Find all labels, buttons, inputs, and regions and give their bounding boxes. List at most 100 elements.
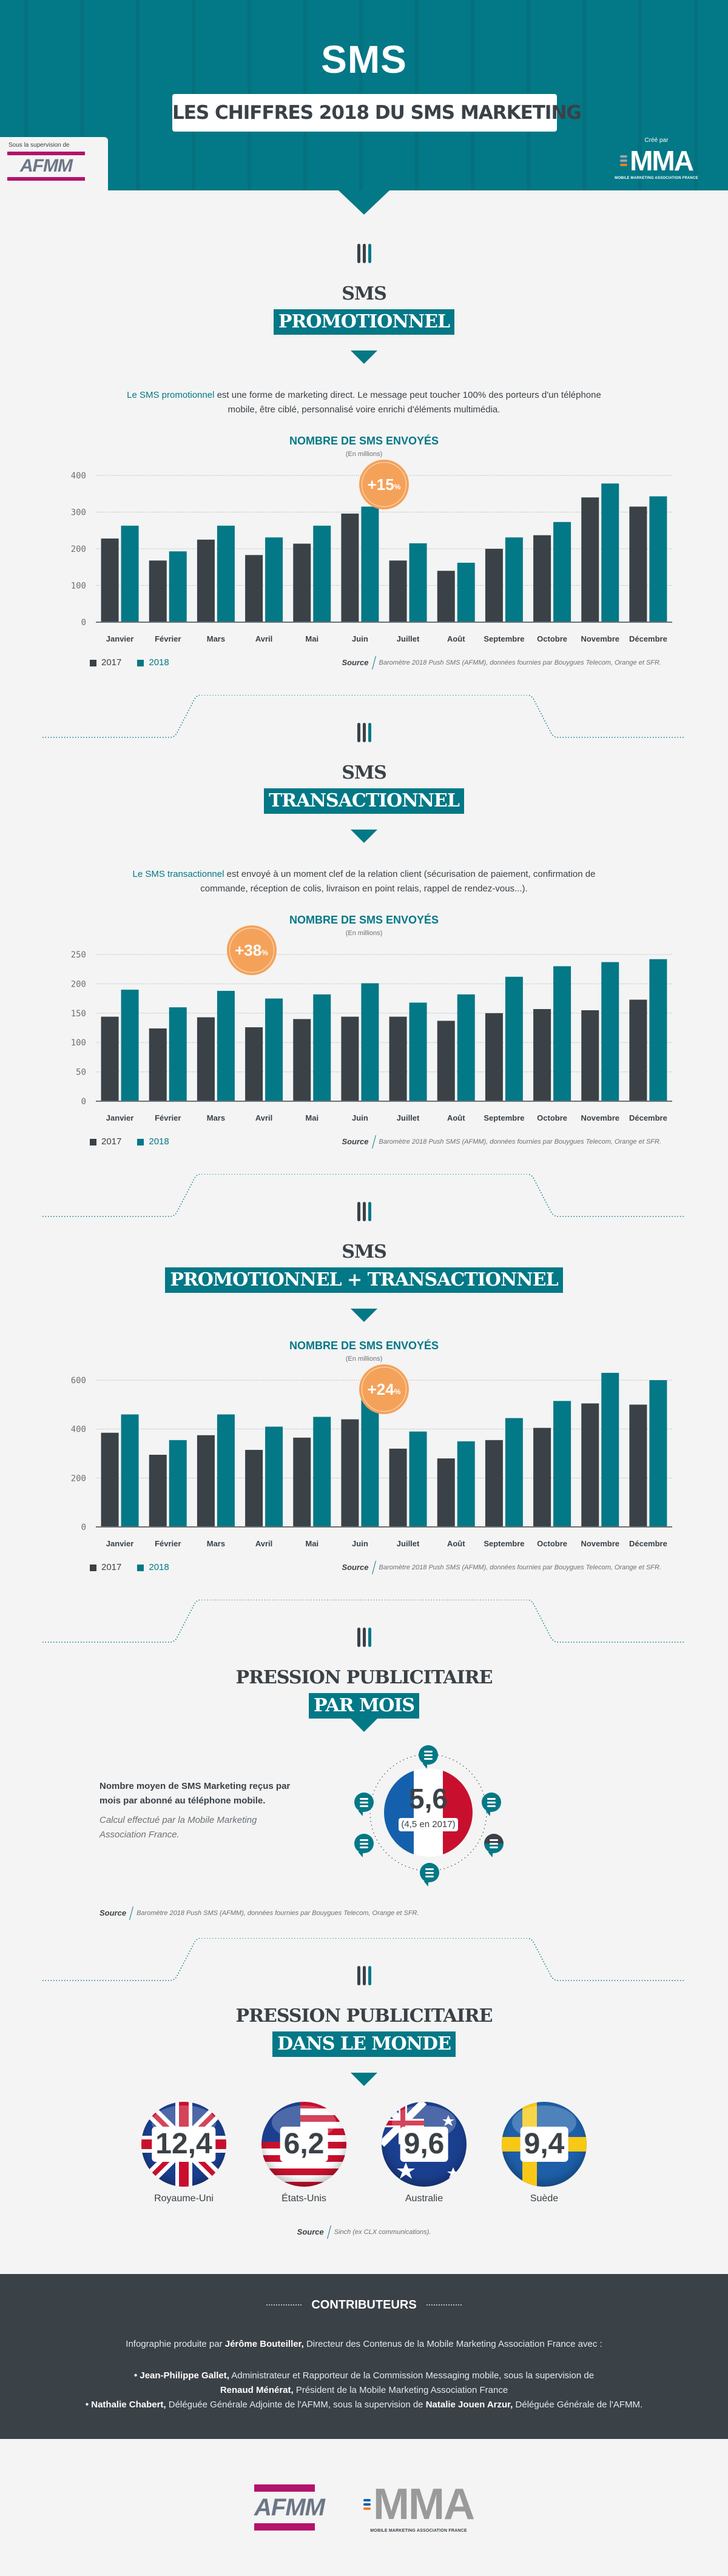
x-tick-label: Juin — [352, 1539, 368, 1548]
bar-2017-Novembre — [581, 1403, 599, 1527]
mma-logo-text: MMA — [630, 145, 694, 176]
contributor-line: Renaud Ménérat, Président de la Mobile M… — [18, 2383, 710, 2398]
bar-2018-Avril — [265, 998, 283, 1101]
country-name: Suède — [530, 2193, 559, 2204]
growth-value: +24 — [367, 1380, 394, 1398]
afmm-logo-text: AFMM — [254, 2494, 325, 2521]
x-tick-label: Septembre — [484, 1113, 524, 1122]
x-tick-label: Janvier — [106, 634, 134, 643]
x-tick-label: Mars — [207, 1539, 225, 1548]
page-subtitle: LES CHIFFRES 2018 DU SMS MARKETING — [172, 94, 582, 132]
sms-bubble-icon — [484, 1834, 504, 1853]
author-name: Jérôme Bouteiller, — [224, 2339, 304, 2349]
hero-pointer-icon — [339, 190, 389, 215]
bar-2018-Août — [457, 562, 475, 622]
section-pression-mois: PRESSION PUBLICITAIRE PAR MOIS Nombre mo… — [0, 1600, 728, 1920]
chart-transactionnel: NOMBRE DE SMS ENVOYÉS (En millions) 0 50 100… — [30, 913, 698, 1149]
bar-2017-Janvier — [101, 1016, 119, 1101]
afmm-logo: AFMM — [254, 2484, 325, 2531]
bar-2018-Juillet — [409, 1002, 427, 1101]
bar-2018-Octobre — [553, 966, 571, 1101]
bar-2017-Mars — [197, 1435, 215, 1527]
contributor-line: • Jean-Philippe Gallet, Administrateur e… — [18, 2369, 710, 2383]
country-value: 9,4 — [520, 2127, 568, 2162]
contributor-role: Administrateur et Rapporteur de la Commi… — [229, 2370, 595, 2381]
section-bars-icon — [0, 723, 728, 742]
growth-badge: +15% — [359, 460, 409, 509]
x-tick-label: Décembre — [629, 1539, 667, 1548]
x-tick-label: Février — [155, 634, 181, 643]
intro-highlight: Le SMS promotionnel — [127, 390, 215, 400]
pression-main-text: Nombre moyen de SMS Marketing reçus par … — [99, 1781, 291, 1806]
bar-2018-Novembre — [601, 962, 619, 1101]
bar-chart: 0 200 400 600 Janvier Février Mars Avril Mai Juin… — [71, 1372, 672, 1548]
bar-2018-Mai — [313, 525, 331, 622]
bar-2018-Février — [169, 551, 187, 622]
source-text: Baromètre 2018 Push SMS (AFMM), données … — [379, 1564, 661, 1571]
y-tick-label: 400 — [71, 1425, 86, 1435]
dotted-rule — [426, 2304, 462, 2306]
afmm-logo: AFMM — [7, 152, 85, 181]
bar-2018-Septembre — [505, 976, 523, 1101]
x-tick-label: Octobre — [537, 1113, 567, 1122]
uk-flag-icon: 12,4 — [141, 2102, 226, 2187]
x-tick-label: Septembre — [484, 1539, 524, 1548]
sms-bubble-icon — [354, 1834, 374, 1853]
growth-unit: % — [394, 483, 401, 491]
bar-2017-Décembre — [629, 506, 647, 622]
bar-chart: 0 100 200 300 400 Janvier Février Mars Avril Mai J… — [71, 471, 672, 643]
bar-2018-Mai — [313, 1417, 331, 1527]
legend-item: 2017 — [90, 657, 121, 669]
x-tick-label: Juin — [352, 1113, 368, 1122]
x-tick-label: Février — [155, 1113, 181, 1122]
source-text: Baromètre 2018 Push SMS (AFMM), données … — [379, 659, 661, 666]
chart-plot: 0 200 400 600 Janvier Février Mars Avril Mai Juin… — [30, 1364, 698, 1557]
intro-text: est une forme de marketing direct. Le me… — [214, 390, 601, 415]
section-bars-icon — [0, 244, 728, 263]
source-separator — [371, 656, 376, 669]
y-tick-label: 200 — [71, 545, 86, 554]
x-tick-label: Juillet — [397, 1113, 420, 1122]
section-promotionnel: SMS PROMOTIONNEL Le SMS promotionnel est… — [0, 244, 728, 669]
bar-2018-Février — [169, 1440, 187, 1527]
bar-2018-Janvier — [121, 525, 139, 622]
bar-2018-Décembre — [649, 1380, 667, 1527]
chart-header: NOMBRE DE SMS ENVOYÉS (En millions) — [30, 1339, 698, 1368]
section-divider — [42, 1174, 686, 1229]
legend-label: 2018 — [149, 1136, 169, 1147]
growth-unit: % — [394, 1387, 401, 1396]
bar-2017-Juin — [341, 1419, 359, 1527]
legend-label: 2017 — [101, 657, 122, 668]
legend-label: 2017 — [101, 1136, 122, 1147]
chart-unit: (En millions) — [345, 451, 383, 458]
bar-2017-Novembre — [581, 497, 599, 622]
chart-footer: 2017 2018 Source Baromètre 2018 Push SMS (A… — [30, 1135, 698, 1149]
y-tick-label: 100 — [71, 1038, 86, 1048]
x-tick-label: Août — [447, 634, 465, 643]
section-total: SMS PROMOTIONNEL + TRANSACTIONNEL NOMBRE… — [0, 1174, 728, 1574]
x-tick-label: Mars — [207, 1113, 225, 1122]
bar-2018-Octobre — [553, 1401, 571, 1527]
bar-2017-Octobre — [533, 1427, 551, 1527]
mma-logo: MMA MOBILE MARKETING ASSOCIATION FRANCE — [363, 2481, 475, 2534]
legend-swatch — [137, 659, 144, 666]
y-tick-label: 150 — [71, 1009, 86, 1019]
section-tag: TRANSACTIONNEL — [263, 788, 465, 814]
bar-2017-Novembre — [581, 1010, 599, 1101]
source-text: Sinch (ex CLX communications). — [334, 2229, 431, 2236]
bar-2018-Juillet — [409, 543, 427, 622]
bar-2018-Janvier — [121, 990, 139, 1101]
section-tag: PROMOTIONNEL + TRANSACTIONNEL — [165, 1267, 563, 1293]
bar-2017-Février — [149, 1455, 167, 1527]
chart-plot: 0 50 100 150 200 250 Janvier Février Mars Avril Ma… — [30, 925, 698, 1132]
france-value-2018: 5,6 — [409, 1783, 448, 1814]
legend-swatch — [90, 1138, 96, 1145]
legend-swatch — [90, 1564, 96, 1571]
legend-label: 2018 — [149, 1562, 169, 1572]
x-tick-label: Octobre — [537, 1539, 567, 1548]
contributors-title: CONTRIBUTEURS — [311, 2298, 417, 2312]
bar-2017-Juillet — [389, 1448, 407, 1527]
contributor-name: Renaud Ménérat, — [220, 2385, 294, 2395]
x-tick-label: Octobre — [537, 634, 567, 643]
x-tick-label: Avril — [255, 1539, 272, 1548]
